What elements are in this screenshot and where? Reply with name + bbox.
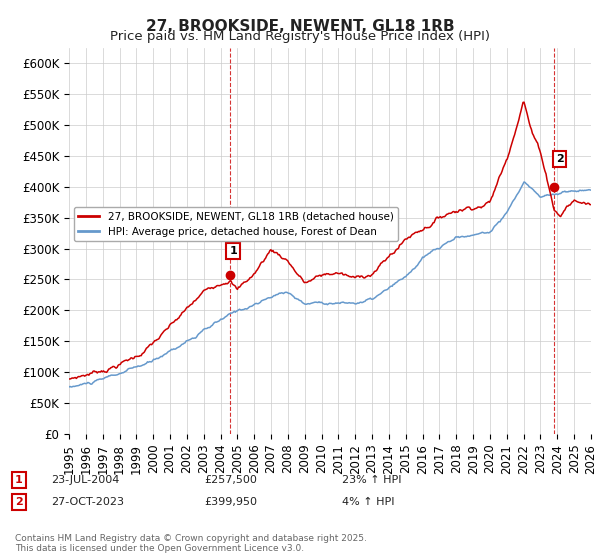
- Text: 2: 2: [15, 497, 23, 507]
- Text: 1: 1: [15, 475, 23, 485]
- Legend: 27, BROOKSIDE, NEWENT, GL18 1RB (detached house), HPI: Average price, detached h: 27, BROOKSIDE, NEWENT, GL18 1RB (detache…: [74, 207, 398, 241]
- Text: 4% ↑ HPI: 4% ↑ HPI: [342, 497, 395, 507]
- Text: £399,950: £399,950: [204, 497, 257, 507]
- Text: 23% ↑ HPI: 23% ↑ HPI: [342, 475, 401, 485]
- Text: 1: 1: [229, 246, 237, 256]
- Text: £257,500: £257,500: [204, 475, 257, 485]
- Text: Price paid vs. HM Land Registry's House Price Index (HPI): Price paid vs. HM Land Registry's House …: [110, 30, 490, 43]
- Text: 27-OCT-2023: 27-OCT-2023: [51, 497, 124, 507]
- Text: 23-JUL-2004: 23-JUL-2004: [51, 475, 119, 485]
- Text: 2: 2: [556, 154, 563, 164]
- Text: Contains HM Land Registry data © Crown copyright and database right 2025.
This d: Contains HM Land Registry data © Crown c…: [15, 534, 367, 553]
- Text: 27, BROOKSIDE, NEWENT, GL18 1RB: 27, BROOKSIDE, NEWENT, GL18 1RB: [146, 19, 454, 34]
